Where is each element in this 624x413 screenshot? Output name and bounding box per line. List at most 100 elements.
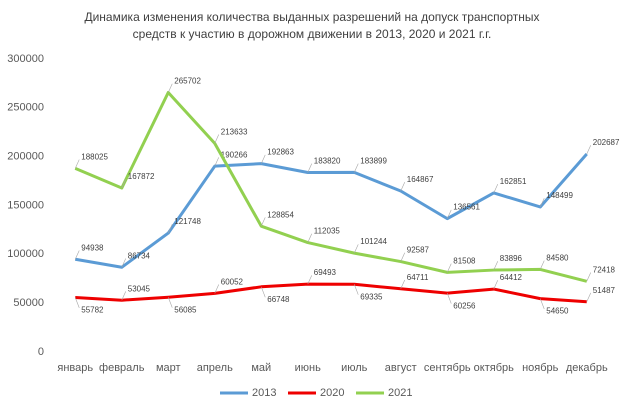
label-leader (586, 272, 592, 282)
data-label: 84580 (546, 254, 569, 263)
data-label: 148499 (546, 191, 573, 200)
label-leader (167, 224, 173, 234)
data-label: 183820 (314, 157, 341, 166)
label-leader (121, 179, 127, 189)
data-label: 72418 (593, 265, 616, 274)
data-label: 53045 (128, 284, 151, 293)
label-leader (307, 163, 313, 173)
label-leader (353, 284, 359, 295)
data-label: 69335 (360, 292, 383, 301)
series-line (74, 153, 588, 269)
series-line (74, 90, 588, 283)
chart-title: Динамика изменения количества выданных р… (84, 10, 539, 24)
label-leader (353, 244, 359, 254)
x-tick-label: ноябрь (522, 362, 559, 374)
label-leader (493, 261, 499, 271)
x-tick-label: октябрь (474, 362, 514, 374)
data-label: 94938 (81, 243, 104, 252)
label-leader (214, 284, 220, 294)
label-leader (400, 182, 406, 192)
data-label: 64412 (500, 273, 523, 282)
x-tick-label: июнь (295, 362, 321, 374)
y-tick-label: 100000 (7, 248, 44, 260)
data-label: 64711 (407, 273, 429, 282)
label-leader (400, 279, 406, 289)
label-leader (539, 198, 545, 208)
y-tick-label: 200000 (7, 151, 44, 163)
data-label: 81508 (453, 257, 476, 266)
label-leader (260, 154, 266, 164)
label-leader (74, 297, 80, 309)
legend-label: 2013 (252, 387, 276, 399)
data-label: 56085 (174, 305, 197, 314)
x-tick-label: сентябрь (424, 362, 471, 374)
label-leader (493, 280, 499, 290)
data-label: 112035 (314, 227, 341, 236)
x-tick-label: февраль (99, 362, 145, 374)
label-leader (167, 297, 173, 308)
data-label: 60052 (221, 277, 244, 286)
y-tick-label: 150000 (7, 199, 44, 211)
label-leader (307, 233, 313, 243)
label-leader (586, 145, 592, 155)
data-label: 188025 (81, 152, 108, 161)
data-label: 51487 (593, 286, 616, 295)
data-label: 136561 (453, 203, 480, 212)
data-label: 162851 (500, 177, 527, 186)
label-leader (446, 209, 452, 219)
label-leader (121, 291, 127, 301)
data-label: 60256 (453, 301, 476, 310)
data-label: 265702 (174, 77, 201, 86)
data-label: 167872 (128, 172, 155, 181)
data-label: 83896 (500, 254, 523, 263)
x-tick-label: август (385, 362, 417, 374)
label-leader (74, 159, 80, 169)
data-label: 101244 (360, 237, 387, 246)
data-label: 69493 (314, 268, 337, 277)
x-tick-label: март (156, 362, 181, 374)
chart-title: средств к участию в дорожном движении в … (133, 27, 492, 41)
data-label: 92587 (407, 246, 430, 255)
x-tick-label: январь (57, 362, 93, 374)
x-tick-label: декабрь (566, 362, 608, 374)
data-label: 128854 (267, 210, 294, 219)
label-leader (214, 157, 220, 167)
data-label: 66748 (267, 295, 290, 304)
label-leader (400, 252, 406, 262)
data-label: 183899 (360, 157, 387, 166)
label-leader (260, 217, 266, 227)
data-label: 55782 (81, 306, 104, 315)
legend-label: 2020 (320, 387, 344, 399)
series-line (75, 282, 587, 304)
data-label: 164867 (407, 175, 434, 184)
label-leader (446, 293, 452, 304)
label-leader (214, 134, 220, 144)
label-leader (74, 250, 80, 260)
data-label: 86734 (128, 251, 151, 260)
data-label: 121748 (174, 217, 201, 226)
x-tick-label: июль (341, 362, 368, 374)
y-tick-label: 0 (38, 346, 44, 358)
legend-label: 2021 (388, 387, 412, 399)
label-leader (446, 263, 452, 273)
data-label: 192863 (267, 148, 294, 157)
label-leader (539, 260, 545, 270)
data-label: 190266 (221, 150, 248, 159)
data-label: 202687 (593, 138, 620, 147)
x-tick-label: май (251, 362, 271, 374)
data-label: 54650 (546, 307, 569, 316)
data-label: 213633 (221, 127, 248, 136)
label-leader (539, 298, 545, 310)
label-leader (586, 292, 592, 302)
x-tick-label: апрель (197, 362, 233, 374)
y-tick-label: 50000 (13, 297, 44, 309)
y-tick-label: 250000 (7, 102, 44, 114)
label-leader (493, 184, 499, 194)
label-leader (121, 258, 127, 268)
label-leader (260, 286, 266, 298)
label-leader (353, 163, 359, 173)
label-leader (167, 83, 173, 93)
label-leader (307, 275, 313, 285)
